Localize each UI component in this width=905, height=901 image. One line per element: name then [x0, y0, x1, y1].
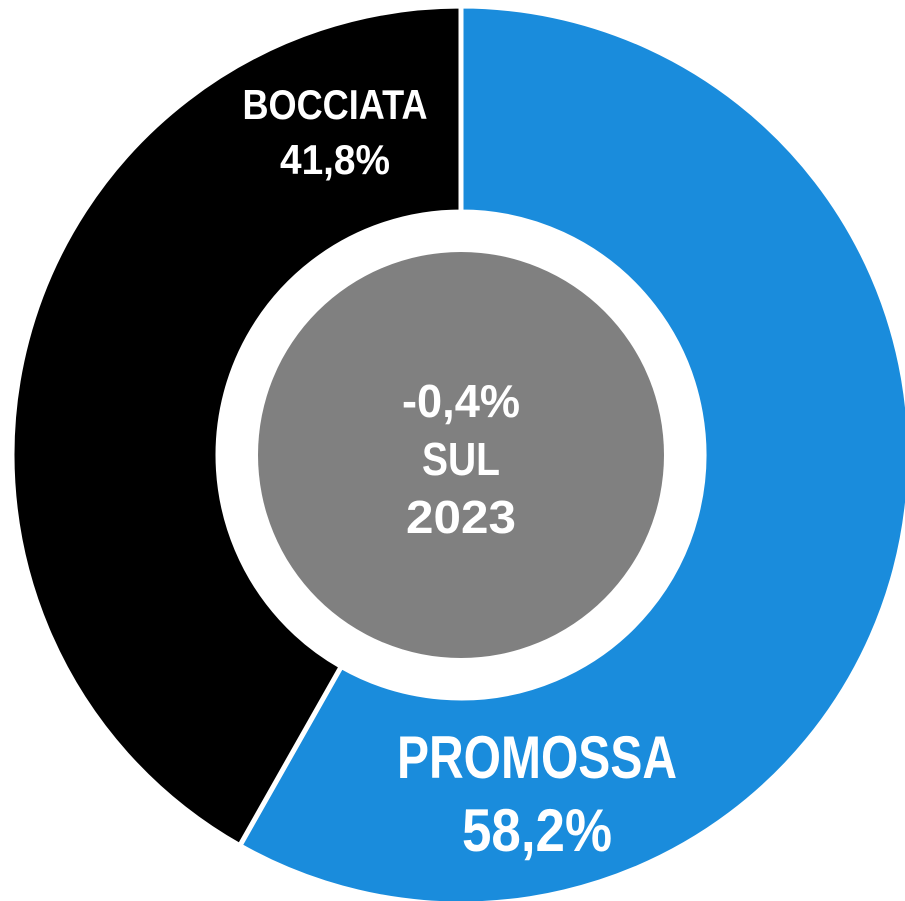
slice-value-label: 58,2%	[462, 797, 612, 864]
center-label: 2023	[406, 491, 516, 543]
center-circle	[258, 252, 664, 658]
center-label: -0,4%	[402, 375, 520, 427]
slice-label: PROMOSSA	[397, 724, 677, 791]
slice-label: BOCCIATA	[243, 81, 428, 128]
donut-slice	[9, 3, 464, 850]
center-label: SUL	[422, 433, 500, 485]
slice-value-label: 41,8%	[280, 136, 390, 183]
